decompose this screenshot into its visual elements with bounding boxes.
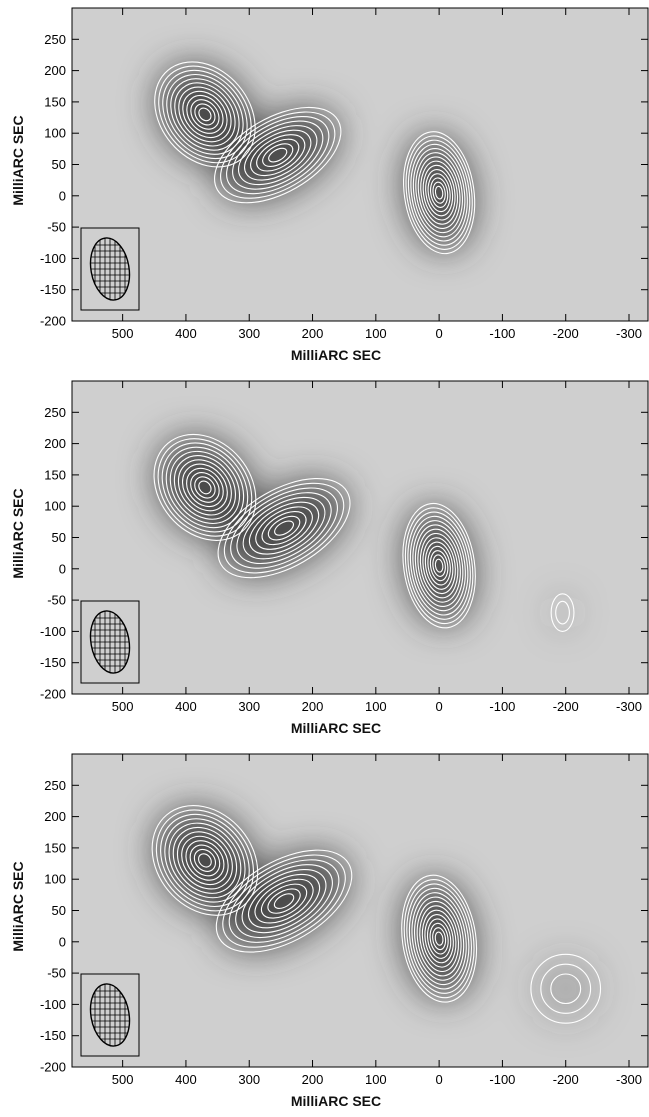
contours-peak-middle bbox=[214, 106, 342, 204]
x-tick-label: 500 bbox=[112, 1072, 134, 1087]
y-tick-label: 50 bbox=[52, 903, 66, 918]
x-tick-label: 400 bbox=[175, 699, 197, 714]
y-axis-title: MilliARC SEC bbox=[10, 488, 26, 578]
contours-peak-east bbox=[151, 805, 259, 916]
y-tick-label: -100 bbox=[40, 997, 66, 1012]
y-tick-label: -150 bbox=[40, 655, 66, 670]
x-tick-label: -100 bbox=[489, 326, 515, 341]
axis-ticks bbox=[72, 8, 648, 322]
x-axis-title: MilliARC SEC bbox=[291, 1093, 381, 1109]
y-tick-label: -200 bbox=[40, 314, 66, 329]
y-axis-title: MilliARC SEC bbox=[10, 115, 26, 205]
contours-peak-middle bbox=[215, 849, 353, 953]
x-tick-label: -200 bbox=[553, 699, 579, 714]
x-tick-label: 300 bbox=[238, 699, 260, 714]
y-tick-label: 150 bbox=[44, 840, 66, 855]
y-tick-label: 250 bbox=[44, 32, 66, 47]
contours-peak-east bbox=[153, 433, 257, 541]
y-tick-label: 250 bbox=[44, 778, 66, 793]
y-tick-label: 0 bbox=[59, 188, 66, 203]
y-tick-label: 0 bbox=[59, 561, 66, 576]
x-tick-label: -300 bbox=[616, 699, 642, 714]
x-tick-label: -200 bbox=[553, 1072, 579, 1087]
x-tick-label: 200 bbox=[302, 326, 324, 341]
x-tick-label: 0 bbox=[436, 1072, 443, 1087]
y-axis-title: MilliARC SEC bbox=[10, 861, 26, 951]
panel-3: 500 400 300 200 100 0 -100 -200 -300250200150100… bbox=[10, 753, 649, 1109]
y-tick-label: -50 bbox=[47, 220, 66, 235]
beam-ellipse bbox=[89, 983, 131, 1047]
x-tick-label: 400 bbox=[175, 326, 197, 341]
x-tick-label: -300 bbox=[616, 326, 642, 341]
contours-core bbox=[403, 131, 476, 255]
x-tick-label: 0 bbox=[436, 326, 443, 341]
y-tick-label: 50 bbox=[52, 530, 66, 545]
y-tick-label: -150 bbox=[40, 1028, 66, 1043]
x-tick-label: 300 bbox=[238, 1072, 260, 1087]
x-tick-label: 0 bbox=[436, 699, 443, 714]
y-tick-label: 100 bbox=[44, 126, 66, 141]
x-tick-label: 400 bbox=[175, 1072, 197, 1087]
beam-ellipse bbox=[89, 237, 131, 301]
x-tick-label: 500 bbox=[112, 326, 134, 341]
axis-ticks bbox=[72, 381, 648, 695]
y-tick-label: -50 bbox=[47, 593, 66, 608]
x-tick-label: -100 bbox=[489, 699, 515, 714]
y-tick-label: -100 bbox=[40, 624, 66, 639]
map-background bbox=[72, 381, 648, 694]
x-tick-label: 200 bbox=[302, 1072, 324, 1087]
axis-ticks bbox=[72, 754, 648, 1068]
y-tick-label: 50 bbox=[52, 157, 66, 172]
y-tick-label: 100 bbox=[44, 499, 66, 514]
y-tick-label: 150 bbox=[44, 467, 66, 482]
x-axis-title: MilliARC SEC bbox=[291, 720, 381, 736]
y-tick-label: -200 bbox=[40, 687, 66, 702]
y-tick-label: -150 bbox=[40, 282, 66, 297]
y-tick-label: 200 bbox=[44, 63, 66, 78]
contours-faint-west bbox=[530, 953, 602, 1024]
y-tick-label: 200 bbox=[44, 809, 66, 824]
y-tick-label: -100 bbox=[40, 251, 66, 266]
y-tick-label: 150 bbox=[44, 94, 66, 109]
x-tick-label: 300 bbox=[238, 326, 260, 341]
y-tick-label: 200 bbox=[44, 436, 66, 451]
contours-peak-middle bbox=[217, 478, 351, 579]
contours-faint-west bbox=[550, 593, 575, 632]
x-tick-label: 100 bbox=[365, 1072, 387, 1087]
beam-ellipse bbox=[89, 610, 131, 674]
x-tick-label: 100 bbox=[365, 699, 387, 714]
panel-1: 500 400 300 200 100 0 -100 -200 -300250200150100… bbox=[10, 7, 649, 363]
x-tick-label: -100 bbox=[489, 1072, 515, 1087]
x-axis-title: MilliARC SEC bbox=[291, 347, 381, 363]
y-tick-label: 100 bbox=[44, 872, 66, 887]
x-tick-label: -200 bbox=[553, 326, 579, 341]
x-tick-label: -300 bbox=[616, 1072, 642, 1087]
map-background bbox=[72, 8, 648, 321]
y-tick-label: -50 bbox=[47, 966, 66, 981]
contours-core bbox=[402, 502, 476, 629]
x-tick-label: 100 bbox=[365, 326, 387, 341]
contours-core bbox=[401, 874, 478, 1003]
y-tick-label: -200 bbox=[40, 1060, 66, 1075]
y-tick-label: 0 bbox=[59, 934, 66, 949]
x-tick-label: 200 bbox=[302, 699, 324, 714]
panel-2: 500 400 300 200 100 0 -100 -200 -300250200150100… bbox=[10, 380, 649, 736]
y-tick-label: 250 bbox=[44, 405, 66, 420]
x-tick-label: 500 bbox=[112, 699, 134, 714]
